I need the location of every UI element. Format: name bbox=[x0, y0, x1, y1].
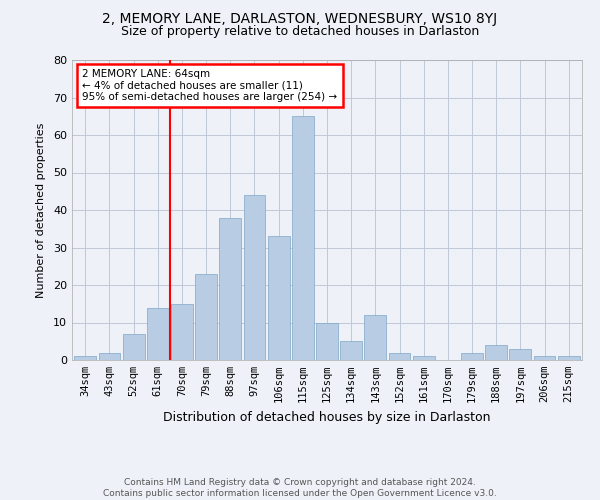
Bar bbox=[558, 356, 580, 360]
Bar bbox=[123, 334, 145, 360]
Y-axis label: Number of detached properties: Number of detached properties bbox=[36, 122, 46, 298]
Bar bbox=[533, 356, 556, 360]
Bar bbox=[98, 352, 121, 360]
Bar bbox=[195, 274, 217, 360]
Bar bbox=[413, 356, 434, 360]
Bar bbox=[340, 341, 362, 360]
Text: Size of property relative to detached houses in Darlaston: Size of property relative to detached ho… bbox=[121, 25, 479, 38]
Bar bbox=[316, 322, 338, 360]
Bar bbox=[171, 304, 193, 360]
Text: 2 MEMORY LANE: 64sqm
← 4% of detached houses are smaller (11)
95% of semi-detach: 2 MEMORY LANE: 64sqm ← 4% of detached ho… bbox=[82, 69, 337, 102]
Bar bbox=[509, 349, 531, 360]
Bar bbox=[147, 308, 169, 360]
Bar bbox=[244, 195, 265, 360]
Bar bbox=[485, 345, 507, 360]
Text: Contains HM Land Registry data © Crown copyright and database right 2024.
Contai: Contains HM Land Registry data © Crown c… bbox=[103, 478, 497, 498]
X-axis label: Distribution of detached houses by size in Darlaston: Distribution of detached houses by size … bbox=[163, 410, 491, 424]
Text: 2, MEMORY LANE, DARLASTON, WEDNESBURY, WS10 8YJ: 2, MEMORY LANE, DARLASTON, WEDNESBURY, W… bbox=[103, 12, 497, 26]
Bar bbox=[292, 116, 314, 360]
Bar bbox=[74, 356, 96, 360]
Bar bbox=[389, 352, 410, 360]
Bar bbox=[220, 218, 241, 360]
Bar bbox=[364, 315, 386, 360]
Bar bbox=[461, 352, 483, 360]
Bar bbox=[268, 236, 290, 360]
